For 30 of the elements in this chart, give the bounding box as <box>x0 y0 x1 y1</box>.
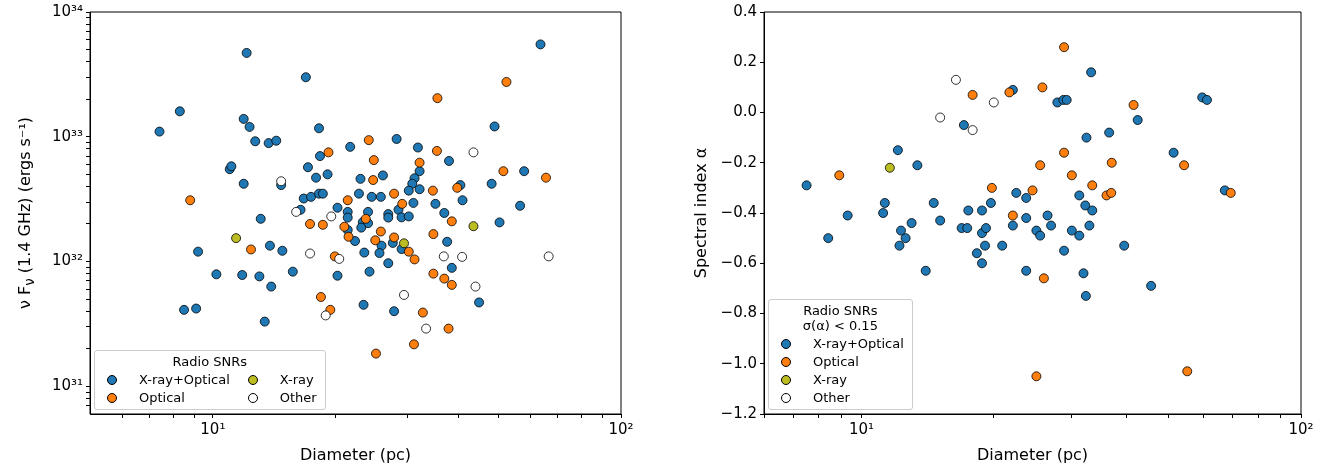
y-tick-label: 10³³ <box>51 126 83 145</box>
y-tick-label: −0.4 <box>720 202 757 221</box>
y-tick-label: 0.4 <box>733 1 757 20</box>
x-tick-label: 10² <box>608 419 634 438</box>
legend-title: Radio SNRs <box>171 354 249 369</box>
y-tick-label: −1.0 <box>720 353 757 372</box>
legend-title: Radio SNRs σ(α) < 0.15 <box>801 303 879 333</box>
legend-label: X-ray+Optical <box>813 336 904 351</box>
y-tick-label: −0.6 <box>720 253 757 272</box>
legend-label: Optical <box>139 390 185 405</box>
legend-label: Optical <box>813 354 859 369</box>
y-tick-label: −1.2 <box>720 403 757 422</box>
y-tick-label: −0.8 <box>720 303 757 322</box>
y-tick-label: 0.0 <box>733 102 757 121</box>
x-tick-label: 10¹ <box>200 419 226 438</box>
x-axis-title: Diameter (pc) <box>299 444 412 464</box>
legend-label: Other <box>279 390 317 405</box>
legend-label: X-ray+Optical <box>139 372 230 387</box>
y-axis-title: Spectral index α <box>690 147 710 279</box>
x-tick-label: 10² <box>1288 419 1314 438</box>
x-tick-label: 10¹ <box>848 419 875 438</box>
y-tick-label: 10³¹ <box>51 376 83 395</box>
y-tick-label: −0.2 <box>720 152 757 171</box>
y-tick-label: 10³² <box>51 251 83 270</box>
y-tick-label: 10³⁴ <box>51 1 83 20</box>
y-tick-label: 0.2 <box>733 52 757 71</box>
x-axis-title: Diameter (pc) <box>976 444 1089 464</box>
legend-label: Other <box>813 390 850 405</box>
legend-label: X-ray <box>279 372 314 387</box>
legend-label: X-ray <box>813 372 847 387</box>
